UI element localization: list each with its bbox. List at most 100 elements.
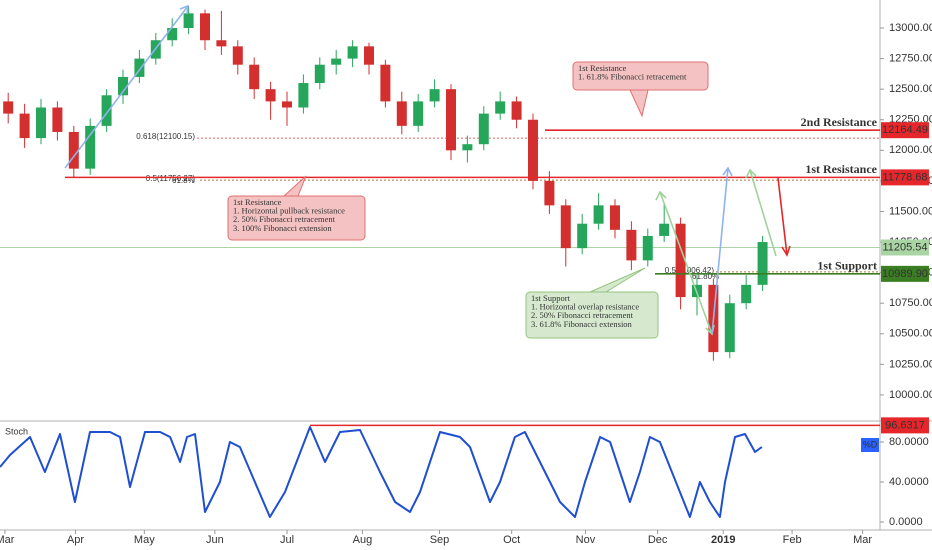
price-tag-label: 10989.90 [882,268,928,280]
callout-text: 1st Resistance [233,197,282,207]
fib-label: 0.618(12100.15) [136,132,195,141]
x-tick-label: Dec [648,534,668,546]
price-tag [881,169,929,186]
y-tick-label: 13000.00 [889,22,932,34]
level-label: 2nd Resistance [801,115,878,129]
candle-body [511,101,522,120]
y-tick-label: 12750.00 [889,52,932,64]
candle-body [265,89,276,102]
y-tick-label: 12500.00 [889,83,932,95]
candle-body [199,13,210,41]
candle-body [3,101,14,114]
candle-body [281,101,292,108]
target-arrow [777,177,788,256]
candle-body [380,64,391,102]
candle-body [445,89,456,151]
candle-body [68,131,79,169]
callout-text: 2. 50% Fibonacci retracement [531,310,634,320]
y-tick-label: 12000.00 [889,144,932,156]
callout-text: 1. Horizontal pullback resistance [233,206,345,216]
x-tick-label: Jun [206,534,224,546]
candle-body [642,235,653,261]
candle-body [19,113,30,139]
candle-body [117,76,128,96]
candle-body [396,101,407,126]
candle-body [167,28,178,41]
candle-body [134,58,145,77]
callout-text: 1. Horizontal overlap resistance [531,302,639,312]
x-tick-label: Mar [853,534,872,546]
candle-body [413,101,424,126]
y-tick-label: 10250.00 [889,358,932,370]
arrow-head [655,190,667,201]
x-tick-label: 2019 [711,534,735,546]
candle-body [626,229,637,261]
x-tick-label: Mar [0,534,15,546]
candle-body [101,95,112,126]
stoch-line [0,426,763,518]
fib-note: 61.8% [172,176,195,185]
y-tick-label: 40.0000 [889,476,929,488]
y-tick-label: 80.0000 [889,436,929,448]
candle-body [593,205,604,224]
candle-body [314,64,325,84]
drawings [64,4,791,336]
candle-body [52,107,63,132]
y-tick-label: 0.0000 [889,516,923,528]
candle-body [363,46,374,65]
candle-body [85,125,96,169]
legend-tag [861,438,879,452]
callout-box [572,61,709,91]
y-tick-label: 10000.00 [889,389,932,401]
fib-note: 61.80% [692,272,719,281]
legend-label: %D [863,439,878,449]
candle-body [462,144,473,151]
y-tick-label: 11500.00 [889,205,932,217]
trend-arrow [64,5,189,169]
candle-body [298,83,309,108]
candle-body [495,101,506,114]
candle-body [577,223,588,249]
candle-body [544,180,555,206]
arrow-head [722,166,733,177]
candle-body [347,46,358,59]
level-label: 1st Resistance [805,162,877,176]
callout-box [227,195,366,241]
price-tag [881,122,929,139]
y-tick-label: 10750.00 [889,297,932,309]
callout-text: 1. 61.8% Fibonacci retracement [578,72,687,82]
x-tick-label: Aug [353,534,373,546]
callout-text: 3. 61.8% Fibonacci extension [531,319,633,329]
candle-body [757,242,768,285]
candle-body [560,205,571,249]
candle-body [249,64,260,90]
x-tick-label: Nov [576,534,596,546]
price-tag-label: 96.6317 [885,419,925,431]
x-tick-label: Jul [280,534,294,546]
x-tick-label: Oct [503,534,520,546]
candle-body [527,119,538,181]
x-tick-label: May [134,534,155,546]
price-tag-label: 11778.68 [882,171,927,183]
candle-body [232,46,243,65]
candle-body [429,89,440,102]
candle-body [183,13,194,29]
arrow-head [745,168,757,179]
candle-body [659,223,670,236]
arrow-head [781,245,791,257]
callout-text: 1st Support [531,293,571,303]
callout-text: 1st Resistance [578,63,627,73]
price-tag [881,239,929,256]
arrow-head [179,4,189,15]
trend-arrow [749,169,777,257]
price-tag [881,265,929,282]
candle-body [724,303,735,353]
candle-body [741,284,752,304]
callout-text: 2. 50% Fibonacci retracement [233,214,336,224]
callout-text: 3. 100% Fibonacci extension [233,223,332,233]
trend-arrow [659,191,713,335]
level-label: 1st Support [817,259,877,273]
candle-body [35,107,46,139]
candle-body [331,58,342,65]
